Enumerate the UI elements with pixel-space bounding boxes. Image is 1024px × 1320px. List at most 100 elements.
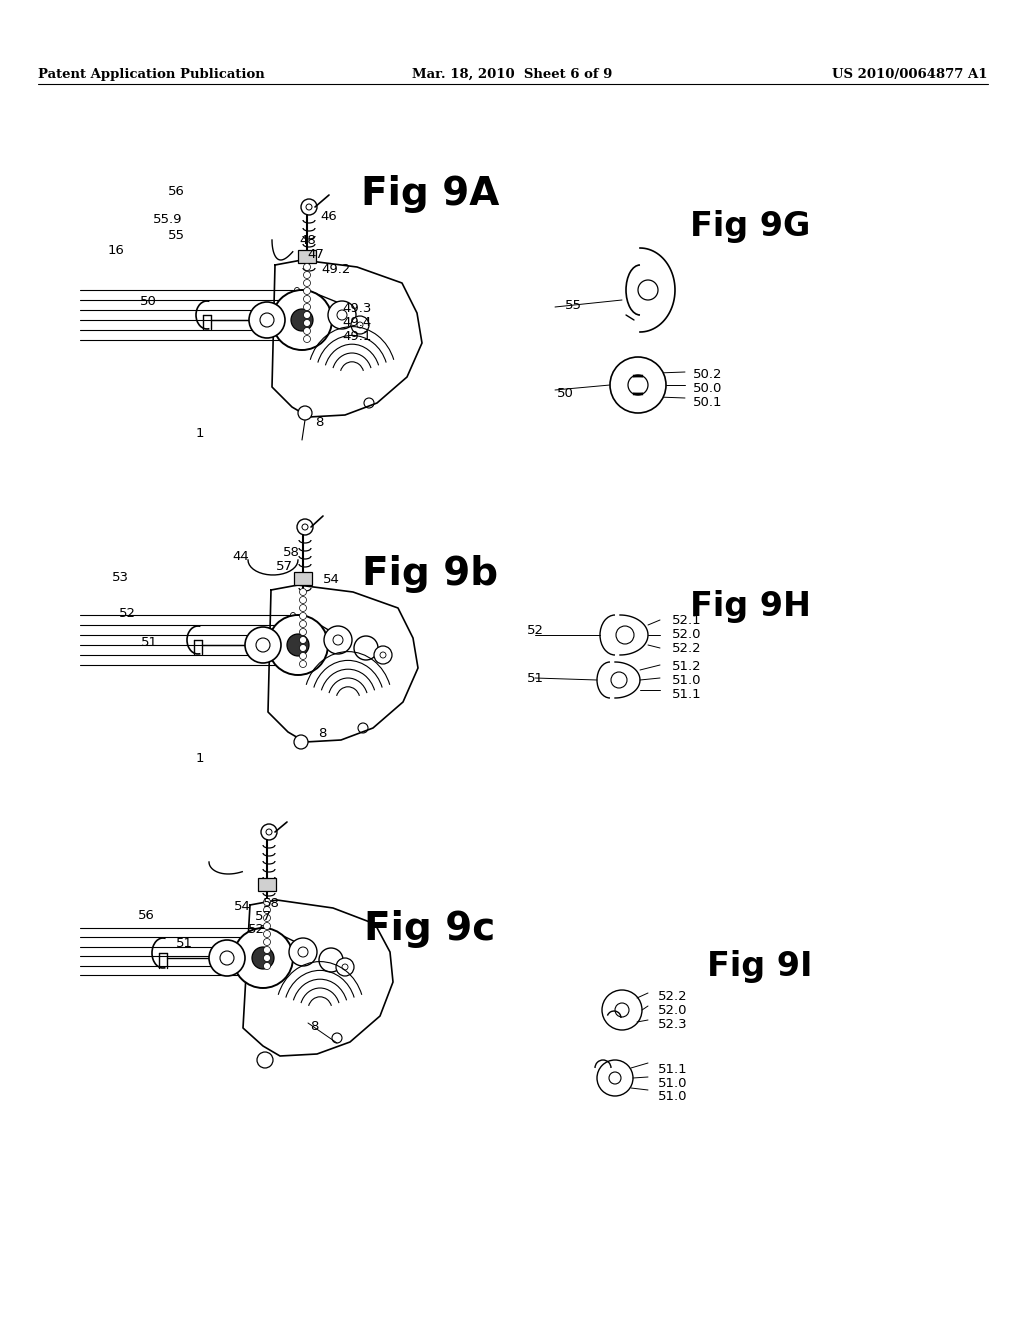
Text: 52: 52 bbox=[248, 923, 265, 936]
Circle shape bbox=[295, 338, 299, 342]
Bar bbox=[258, 878, 276, 891]
Text: 52.1: 52.1 bbox=[672, 614, 701, 627]
Text: 50: 50 bbox=[557, 387, 573, 400]
Text: 58: 58 bbox=[263, 898, 280, 909]
Circle shape bbox=[260, 925, 265, 931]
Circle shape bbox=[263, 931, 270, 937]
Text: 52.3: 52.3 bbox=[658, 1018, 688, 1031]
Text: 52.2: 52.2 bbox=[658, 990, 688, 1003]
Circle shape bbox=[245, 627, 281, 663]
Circle shape bbox=[260, 973, 265, 978]
Text: 53: 53 bbox=[112, 572, 129, 583]
Circle shape bbox=[351, 315, 369, 334]
Circle shape bbox=[299, 605, 306, 611]
Circle shape bbox=[257, 1052, 273, 1068]
Circle shape bbox=[291, 632, 296, 638]
Text: Fig 9I: Fig 9I bbox=[708, 950, 813, 983]
Circle shape bbox=[295, 308, 299, 313]
Text: Fig 9A: Fig 9A bbox=[360, 176, 499, 213]
Text: 57: 57 bbox=[276, 560, 293, 573]
Text: 46: 46 bbox=[319, 210, 337, 223]
Circle shape bbox=[303, 264, 310, 271]
Circle shape bbox=[303, 319, 310, 326]
Text: 51.2: 51.2 bbox=[672, 660, 701, 673]
Text: Fig 9c: Fig 9c bbox=[365, 909, 496, 948]
Circle shape bbox=[263, 899, 270, 906]
Circle shape bbox=[295, 318, 299, 322]
Circle shape bbox=[263, 939, 270, 945]
Circle shape bbox=[299, 620, 306, 627]
Text: 58: 58 bbox=[283, 546, 300, 558]
Circle shape bbox=[616, 626, 634, 644]
Text: 8: 8 bbox=[315, 416, 324, 429]
Circle shape bbox=[303, 312, 310, 318]
Circle shape bbox=[299, 652, 306, 660]
Text: 51.1: 51.1 bbox=[658, 1063, 688, 1076]
Circle shape bbox=[295, 288, 299, 293]
Circle shape bbox=[303, 288, 310, 294]
Text: Mar. 18, 2010  Sheet 6 of 9: Mar. 18, 2010 Sheet 6 of 9 bbox=[412, 69, 612, 81]
Text: 52.0: 52.0 bbox=[672, 628, 701, 642]
Circle shape bbox=[287, 634, 309, 656]
Circle shape bbox=[295, 327, 299, 333]
Text: 51.1: 51.1 bbox=[672, 688, 701, 701]
Circle shape bbox=[263, 946, 270, 953]
Text: 51: 51 bbox=[176, 937, 193, 950]
Text: 52: 52 bbox=[119, 607, 136, 620]
Text: 50.0: 50.0 bbox=[693, 381, 722, 395]
Circle shape bbox=[249, 302, 285, 338]
Circle shape bbox=[291, 309, 313, 331]
Circle shape bbox=[294, 735, 308, 748]
Text: Fig 9G: Fig 9G bbox=[690, 210, 810, 243]
Text: 16: 16 bbox=[108, 244, 125, 257]
Circle shape bbox=[336, 958, 354, 975]
Circle shape bbox=[263, 907, 270, 913]
Text: 51: 51 bbox=[141, 636, 158, 649]
Text: 1: 1 bbox=[196, 752, 205, 766]
Text: Fig 9b: Fig 9b bbox=[361, 554, 498, 593]
Text: 50.2: 50.2 bbox=[693, 368, 723, 381]
Circle shape bbox=[299, 636, 306, 644]
Text: 1: 1 bbox=[196, 426, 205, 440]
Text: 52.2: 52.2 bbox=[672, 642, 701, 655]
Circle shape bbox=[291, 612, 296, 618]
Circle shape bbox=[299, 597, 306, 603]
Text: 56: 56 bbox=[168, 185, 185, 198]
Circle shape bbox=[260, 964, 265, 969]
Circle shape bbox=[260, 945, 265, 949]
Circle shape bbox=[263, 962, 270, 969]
Circle shape bbox=[303, 327, 310, 334]
Text: Fig 9H: Fig 9H bbox=[689, 590, 811, 623]
Circle shape bbox=[233, 928, 293, 987]
Circle shape bbox=[303, 304, 310, 310]
Text: 51.0: 51.0 bbox=[658, 1077, 687, 1090]
Circle shape bbox=[303, 335, 310, 342]
Circle shape bbox=[268, 615, 328, 675]
Text: 49.2: 49.2 bbox=[321, 263, 350, 276]
Text: 51: 51 bbox=[527, 672, 544, 685]
Text: 54: 54 bbox=[234, 900, 251, 913]
Circle shape bbox=[324, 626, 352, 653]
Circle shape bbox=[328, 301, 356, 329]
Text: 55: 55 bbox=[168, 228, 185, 242]
Circle shape bbox=[299, 628, 306, 635]
Text: 57: 57 bbox=[255, 909, 272, 923]
Circle shape bbox=[263, 915, 270, 921]
Circle shape bbox=[209, 940, 245, 975]
Text: 8: 8 bbox=[310, 1020, 318, 1034]
Circle shape bbox=[263, 923, 270, 929]
Circle shape bbox=[260, 935, 265, 940]
Circle shape bbox=[291, 643, 296, 648]
Text: 8: 8 bbox=[318, 727, 327, 741]
Circle shape bbox=[263, 954, 270, 961]
Text: 44: 44 bbox=[232, 550, 249, 564]
Text: 55: 55 bbox=[565, 300, 582, 312]
Circle shape bbox=[291, 623, 296, 627]
Text: 49.1: 49.1 bbox=[342, 330, 372, 343]
Circle shape bbox=[299, 660, 306, 668]
Text: 47: 47 bbox=[307, 248, 324, 261]
Circle shape bbox=[252, 946, 274, 969]
Text: 52: 52 bbox=[527, 624, 544, 638]
Circle shape bbox=[289, 939, 317, 966]
Circle shape bbox=[299, 612, 306, 619]
